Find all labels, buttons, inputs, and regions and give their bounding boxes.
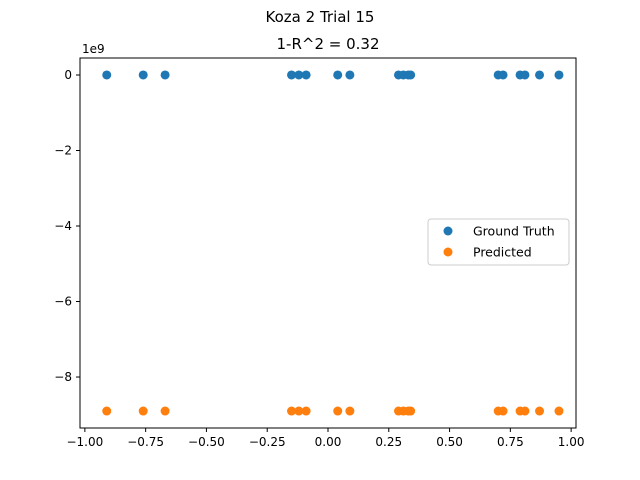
data-point [554, 406, 564, 416]
y-tick-label: −2 [54, 144, 72, 158]
data-point [498, 70, 508, 80]
data-point [520, 406, 530, 416]
data-point [333, 70, 343, 80]
data-point [498, 406, 508, 416]
data-point [160, 406, 170, 416]
data-point [138, 70, 148, 80]
data-point [287, 70, 297, 80]
data-point [406, 70, 416, 80]
chart-suptitle: Koza 2 Trial 15 [266, 8, 375, 26]
data-point [294, 406, 304, 416]
data-point [160, 70, 170, 80]
data-point [520, 70, 530, 80]
data-point [535, 70, 545, 80]
data-point [102, 406, 112, 416]
x-tick-label: 1.00 [558, 435, 585, 449]
data-point [345, 406, 355, 416]
data-point [345, 70, 355, 80]
series-1 [102, 406, 564, 416]
legend-marker [443, 247, 453, 257]
x-tick-label: −0.75 [127, 435, 164, 449]
x-tick-label: 0.00 [315, 435, 342, 449]
legend: Ground Truth Predicted [427, 218, 570, 266]
x-tick-label: −0.50 [188, 435, 225, 449]
legend-label: Predicted [473, 245, 532, 260]
y-axis: 0 −2 −4 −6 −8 [54, 68, 80, 384]
y-offset-label: 1e9 [82, 42, 105, 56]
y-tick-label: −8 [54, 370, 72, 384]
data-point [333, 406, 343, 416]
y-tick-label: −6 [54, 295, 72, 309]
data-point [535, 406, 545, 416]
data-point [138, 406, 148, 416]
x-axis: −1.00 −0.75 −0.50 −0.25 0.00 0.25 0.50 0.75 1.00 [66, 428, 584, 449]
legend-label: Ground Truth [473, 224, 555, 239]
y-tick-label: 0 [64, 68, 72, 82]
data-point [287, 406, 297, 416]
chart-title: 1-R^2 = 0.32 [277, 35, 380, 53]
x-tick-label: −1.00 [66, 435, 103, 449]
data-point [301, 406, 311, 416]
x-tick-label: 0.75 [497, 435, 524, 449]
legend-box [427, 218, 570, 266]
x-tick-label: 0.25 [375, 435, 402, 449]
data-point [294, 70, 304, 80]
data-point [301, 70, 311, 80]
y-tick-label: −4 [54, 219, 72, 233]
x-tick-label: −0.25 [249, 435, 286, 449]
data-point [554, 70, 564, 80]
data-point [102, 70, 112, 80]
series-0 [102, 70, 564, 80]
plot-area [102, 70, 564, 416]
data-point [406, 406, 416, 416]
legend-marker [443, 226, 453, 236]
x-tick-label: 0.50 [436, 435, 463, 449]
